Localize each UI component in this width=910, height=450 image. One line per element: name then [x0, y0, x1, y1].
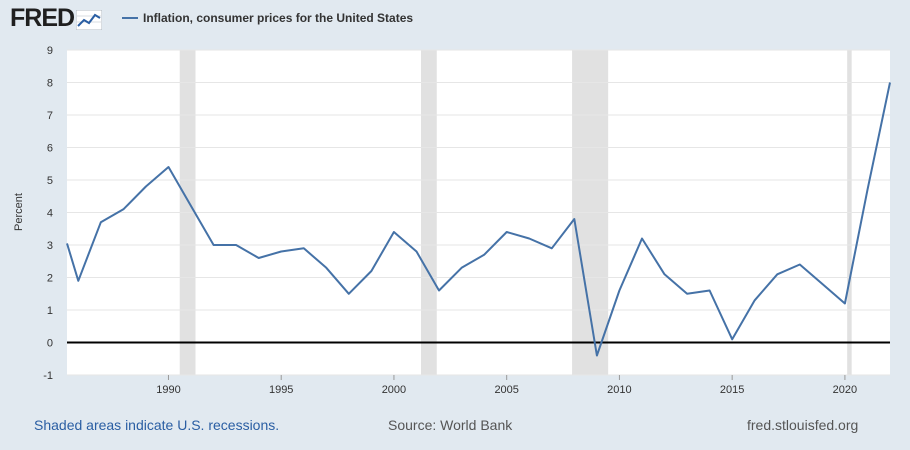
- y-tick-label: 3: [47, 240, 53, 252]
- chart-legend[interactable]: Inflation, consumer prices for the Unite…: [122, 11, 413, 25]
- recession-note[interactable]: Shaded areas indicate U.S. recessions.: [34, 417, 280, 433]
- y-tick-label: 2: [47, 273, 53, 285]
- legend-series-label: Inflation, consumer prices for the Unite…: [143, 11, 414, 25]
- logo-text: FRED: [10, 4, 75, 32]
- y-tick-label: 5: [47, 175, 53, 187]
- y-tick-label: 4: [47, 208, 53, 220]
- x-axis-ticks: 1990 1995 2000 2005 2010 2015 2020: [156, 375, 857, 396]
- x-tick-label: 2000: [382, 384, 406, 396]
- gridlines: [67, 49, 890, 376]
- y-tick-label: 9: [47, 45, 53, 57]
- x-tick-label: 2010: [607, 384, 631, 396]
- series-line[interactable]: [66, 82, 891, 357]
- y-tick-label: 6: [47, 143, 53, 155]
- x-tick-label: 2020: [833, 384, 857, 396]
- line-graph-icon: [76, 9, 103, 30]
- x-tick-label: 1995: [269, 384, 293, 396]
- chart: -1 0 1 2 3 4 5 6 7 8 9 1990 1995 2000 2005 2010 2015 202…: [13, 45, 891, 396]
- y-tick-label: 7: [47, 110, 53, 122]
- site-url[interactable]: fred.stlouisfed.org: [747, 417, 859, 433]
- y-tick-label: 1: [47, 305, 53, 317]
- y-axis-ticks: -1 0 1 2 3 4 5 6 7 8 9: [43, 45, 53, 382]
- x-tick-label: 1990: [156, 384, 180, 396]
- x-tick-label: 2005: [494, 384, 518, 396]
- y-tick-label: 0: [47, 338, 53, 350]
- y-tick-label: -1: [43, 370, 53, 382]
- footer: Shaded areas indicate U.S. recessions. S…: [0, 417, 910, 437]
- y-tick-label: 8: [47, 78, 53, 90]
- header: FRED Inflation, consumer prices for the …: [0, 0, 910, 40]
- fred-logo[interactable]: FRED: [10, 4, 103, 32]
- x-tick-label: 2015: [720, 384, 744, 396]
- source-text: Source: World Bank: [388, 417, 513, 433]
- legend-swatch: [122, 17, 138, 19]
- y-axis-label: Percent: [13, 193, 25, 231]
